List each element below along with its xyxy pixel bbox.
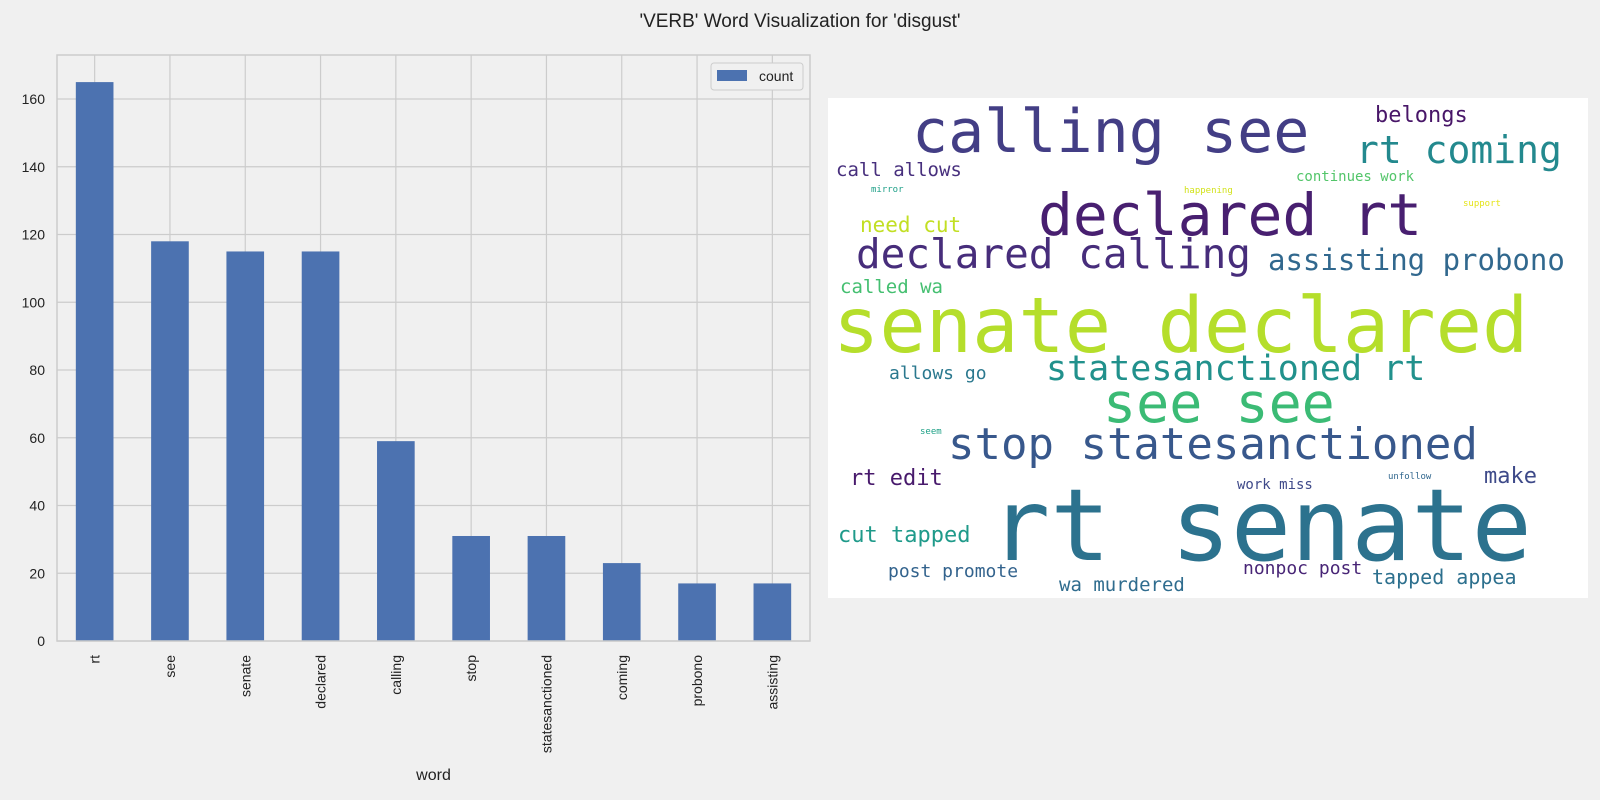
y-tick-label: 40 [29, 498, 45, 514]
y-tick-label: 20 [29, 565, 45, 581]
legend-label: count [759, 68, 793, 84]
word-cloud-word: unfollow [1388, 472, 1432, 482]
word-cloud-word: declared calling [856, 230, 1251, 278]
bar-assisting [753, 583, 792, 641]
x-tick-label: coming [614, 655, 630, 700]
x-tick-label: stop [463, 655, 479, 682]
word-cloud-word: tapped appea [1372, 565, 1517, 589]
bar-chart: 0 20 40 60 80 100 120 140 160 rt see senate declared… [22, 54, 811, 784]
x-tick-label: rt [87, 655, 103, 664]
word-cloud-word: mirror [871, 185, 904, 195]
word-cloud-word: rt edit [850, 466, 943, 491]
y-tick-label: 0 [37, 633, 45, 649]
word-cloud-word: rt senate [990, 467, 1532, 584]
legend-swatch [717, 70, 747, 81]
word-cloud-word: seem [920, 427, 942, 437]
chart-legend: count [710, 62, 804, 91]
bar-rt [75, 82, 114, 641]
word-cloud-word: work miss [1237, 477, 1313, 493]
word-cloud-word: senate declared [833, 282, 1529, 371]
bar-declared [301, 251, 340, 641]
x-axis-label: word [415, 767, 451, 784]
word-cloud: senate declared rt senate calling see decla… [828, 98, 1588, 598]
bar-probono [678, 583, 716, 641]
word-cloud-word: stop statesanctioned [948, 419, 1478, 470]
bar-statesanctioned [527, 535, 566, 641]
word-cloud-word: nonpoc post [1243, 558, 1363, 579]
y-tick-label: 140 [22, 159, 46, 175]
word-cloud-word: need cut [860, 213, 962, 237]
x-tick-label: statesanctioned [538, 655, 554, 753]
x-tick-label: assisting [764, 655, 780, 709]
word-cloud-word: allows go [889, 363, 987, 384]
chart-bars [75, 82, 792, 641]
plot-frame [56, 54, 811, 642]
word-cloud-word: continues work [1296, 169, 1415, 185]
word-cloud-word: rt coming [1356, 128, 1562, 172]
figure-title: 'VERB' Word Visualization for 'disgust' [639, 11, 961, 32]
word-cloud-word: wa murdered [1059, 574, 1185, 596]
y-tick-label: 120 [22, 227, 46, 243]
bar-see [151, 241, 189, 641]
y-tick-label: 160 [22, 91, 46, 107]
word-cloud-word: called wa [840, 276, 943, 298]
word-cloud-word: belongs [1375, 103, 1468, 128]
x-tick-label: calling [388, 655, 404, 695]
bar-calling [377, 441, 415, 641]
word-cloud-word: support [1463, 199, 1501, 209]
word-cloud-word: see see [1103, 371, 1335, 435]
word-cloud-word: calling see [912, 98, 1310, 167]
word-cloud-word: cut tapped [838, 523, 971, 548]
word-cloud-word: declared rt [1038, 181, 1423, 249]
word-cloud-word: statesanctioned rt [1046, 349, 1426, 389]
legend-box [710, 62, 804, 91]
word-cloud-word: make [1484, 464, 1537, 489]
x-tick-label: see [162, 655, 178, 678]
x-tick-label: probono [689, 655, 705, 707]
bar-senate [226, 251, 265, 641]
word-cloud-word: post promote [888, 561, 1019, 582]
word-cloud-word: assisting probono [1268, 243, 1565, 277]
x-tick-label: declared [313, 655, 329, 709]
bar-stop [452, 535, 490, 641]
y-tick-label: 80 [29, 362, 45, 378]
word-cloud-word: call allows [836, 159, 962, 181]
bar-coming [602, 563, 641, 641]
y-tick-label: 60 [29, 430, 45, 446]
chart-ticks: 0 20 40 60 80 100 120 140 160 rt see senate declared… [22, 91, 781, 753]
x-tick-label: senate [237, 655, 253, 697]
y-tick-label: 100 [22, 294, 46, 310]
word-cloud-word: happening [1184, 186, 1233, 196]
